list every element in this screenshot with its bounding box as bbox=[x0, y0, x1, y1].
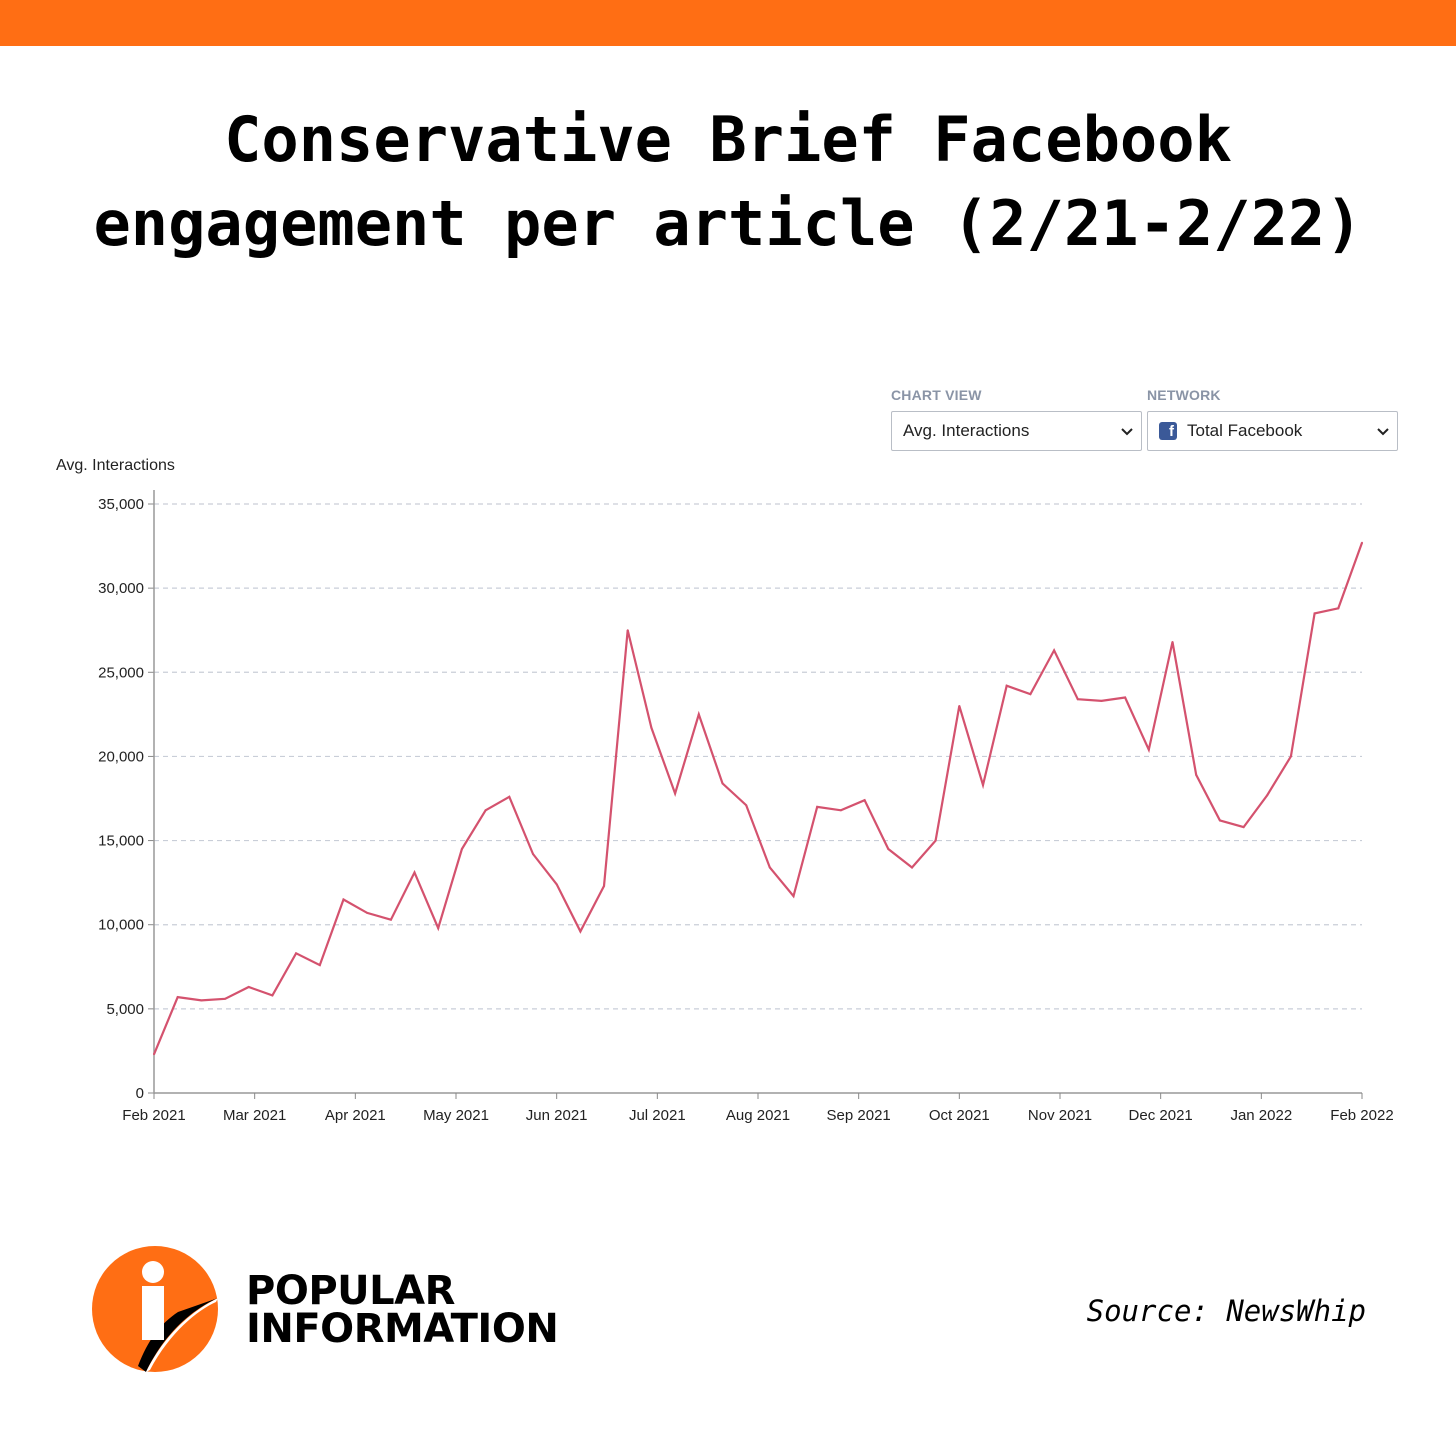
x-tick-label: Dec 2021 bbox=[1129, 1107, 1193, 1124]
data-point bbox=[1361, 541, 1363, 544]
y-tick-label: 30,000 bbox=[98, 580, 144, 597]
popular-information-logo bbox=[92, 1246, 218, 1372]
data-point bbox=[247, 985, 250, 988]
y-tick-label: 15,000 bbox=[98, 833, 144, 850]
data-point bbox=[295, 952, 298, 955]
data-point bbox=[910, 866, 913, 869]
y-axis-label: Avg. Interactions bbox=[56, 457, 175, 474]
data-point bbox=[508, 795, 511, 798]
network-value: Total Facebook bbox=[1187, 421, 1303, 440]
brand-line-1: POPULAR bbox=[246, 1268, 455, 1314]
network-select[interactable]: f Total Facebook bbox=[1147, 411, 1398, 451]
data-point bbox=[1337, 607, 1340, 610]
x-tick-label: Sep 2021 bbox=[827, 1107, 891, 1124]
x-tick-label: Nov 2021 bbox=[1028, 1107, 1092, 1124]
y-tick-label: 10,000 bbox=[98, 917, 144, 934]
data-point bbox=[934, 839, 937, 842]
x-tick-label: Apr 2021 bbox=[325, 1107, 386, 1124]
data-point bbox=[200, 999, 203, 1002]
data-point bbox=[839, 809, 842, 812]
data-point bbox=[768, 866, 771, 869]
facebook-icon: f bbox=[1159, 422, 1177, 440]
data-point bbox=[1100, 699, 1103, 702]
network-label: NETWORK bbox=[1147, 387, 1221, 403]
data-point bbox=[271, 994, 274, 997]
y-tick-label: 5,000 bbox=[106, 1001, 144, 1018]
data-point bbox=[863, 799, 866, 802]
y-tick-label: 0 bbox=[136, 1085, 144, 1102]
brand-name: POPULAR INFORMATION bbox=[246, 1268, 559, 1352]
data-point bbox=[816, 805, 819, 808]
data-point bbox=[1195, 773, 1198, 776]
x-tick-label: Feb 2021 bbox=[122, 1107, 185, 1124]
data-point bbox=[579, 930, 582, 933]
data-point bbox=[626, 629, 629, 632]
data-point bbox=[1005, 684, 1008, 687]
data-point bbox=[366, 911, 369, 914]
line-chart: Avg. Interactions 0 5,000 10,000 15,000 20,0… bbox=[56, 457, 1394, 1124]
data-point bbox=[1053, 649, 1056, 652]
x-tick-label: Oct 2021 bbox=[929, 1107, 990, 1124]
x-tick-label: Mar 2021 bbox=[223, 1107, 286, 1124]
chevron-down-icon bbox=[1113, 421, 1141, 441]
data-point bbox=[460, 847, 463, 850]
data-point bbox=[1171, 640, 1174, 643]
data-point bbox=[1266, 794, 1269, 797]
title-line-1: Conservative Brief Facebook bbox=[224, 103, 1232, 176]
x-tick-label: Feb 2022 bbox=[1330, 1107, 1393, 1124]
y-tick-label: 20,000 bbox=[98, 748, 144, 765]
data-point bbox=[603, 885, 606, 888]
data-point bbox=[1147, 748, 1150, 751]
top-accent-bar bbox=[0, 0, 1456, 46]
data-point bbox=[555, 883, 558, 886]
data-point bbox=[342, 898, 345, 901]
data-point bbox=[745, 804, 748, 807]
data-point bbox=[1289, 755, 1292, 758]
series-line bbox=[152, 542, 1364, 1055]
data-point bbox=[674, 792, 677, 795]
data-point bbox=[389, 918, 392, 921]
data-point bbox=[413, 871, 416, 874]
chart-view-label: CHART VIEW bbox=[891, 387, 982, 403]
source-credit: Source: NewsWhip bbox=[1086, 1294, 1366, 1328]
x-tick-label: Jan 2022 bbox=[1230, 1107, 1292, 1124]
data-point bbox=[1313, 612, 1316, 615]
title-line-2: engagement per article (2/21-2/22) bbox=[93, 187, 1363, 260]
data-point bbox=[721, 782, 724, 785]
data-point bbox=[1218, 819, 1221, 822]
y-tick-label: 35,000 bbox=[98, 496, 144, 513]
page-title: Conservative Brief Facebook engagement p… bbox=[0, 98, 1456, 266]
data-point bbox=[1124, 696, 1127, 699]
chart-view-value: Avg. Interactions bbox=[903, 421, 1030, 440]
data-point bbox=[176, 996, 179, 999]
data-point bbox=[650, 726, 653, 729]
data-point bbox=[531, 853, 534, 856]
data-point bbox=[437, 927, 440, 930]
chevron-down-icon bbox=[1369, 421, 1397, 441]
data-point bbox=[1029, 693, 1032, 696]
x-tick-label: May 2021 bbox=[423, 1107, 489, 1124]
data-point bbox=[792, 895, 795, 898]
data-point bbox=[224, 997, 227, 1000]
data-point bbox=[958, 704, 961, 707]
y-tick-label: 25,000 bbox=[98, 664, 144, 681]
data-point bbox=[697, 713, 700, 716]
data-point bbox=[982, 784, 985, 787]
data-point bbox=[887, 847, 890, 850]
data-point bbox=[153, 1053, 155, 1056]
data-point bbox=[1076, 698, 1079, 701]
data-point bbox=[318, 964, 321, 967]
x-tick-label: Aug 2021 bbox=[726, 1107, 790, 1124]
x-tick-label: Jul 2021 bbox=[629, 1107, 686, 1124]
x-tick-label: Jun 2021 bbox=[526, 1107, 588, 1124]
chart-view-select[interactable]: Avg. Interactions bbox=[891, 411, 1142, 451]
data-point bbox=[1242, 826, 1245, 829]
brand-line-2: INFORMATION bbox=[246, 1306, 559, 1352]
data-point bbox=[484, 809, 487, 812]
